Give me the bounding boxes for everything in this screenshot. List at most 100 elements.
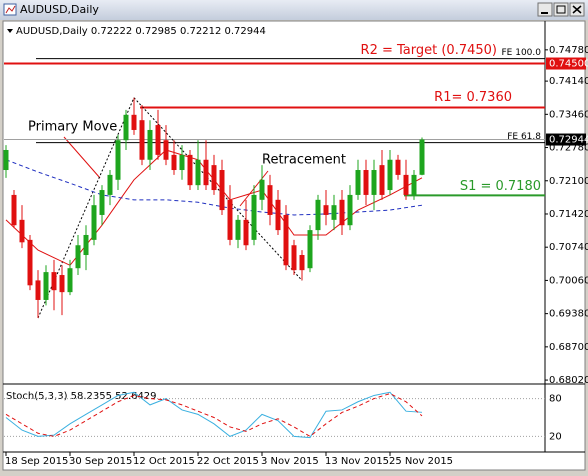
restore-button[interactable] <box>553 2 569 17</box>
candle-body <box>211 165 217 191</box>
y-tick-label: 0.68020 <box>549 375 588 386</box>
x-tick-label: 22 Oct 2015 <box>197 456 259 467</box>
candle-body <box>291 245 297 271</box>
candle-body <box>203 159 209 186</box>
x-tick-label: 13 Nov 2015 <box>325 456 389 467</box>
y-tick-label: 0.73460 <box>549 109 588 120</box>
candle-body <box>371 170 377 195</box>
candle-body <box>235 219 241 240</box>
candle-body <box>243 219 249 246</box>
annotation: Primary Move <box>28 120 117 135</box>
candle-body <box>195 159 201 186</box>
candle-body <box>123 114 129 141</box>
candle-body <box>355 170 361 195</box>
y-tick-label: 0.69380 <box>549 309 588 320</box>
y-tick-label: 0.68700 <box>549 342 588 353</box>
x-tick-label: 18 Sep 2015 <box>5 456 68 467</box>
y-tick-label: 20 <box>549 431 562 442</box>
candle-body <box>219 170 225 211</box>
candle-body <box>251 194 257 240</box>
candle-body <box>387 159 393 191</box>
candle-body <box>99 190 105 215</box>
candle-body <box>331 205 337 220</box>
y-tick-label: 0.71420 <box>549 209 588 220</box>
candle-body <box>163 140 169 160</box>
candle-body <box>315 199 321 231</box>
x-tick-label: 25 Nov 2015 <box>389 456 453 467</box>
candle-body <box>323 205 329 215</box>
title-bar <box>0 0 588 20</box>
window-title: AUDUSD,Daily <box>20 3 99 16</box>
y-tick-label: 0.72780 <box>549 143 588 154</box>
candle-body <box>11 194 17 226</box>
candle-body <box>155 125 161 155</box>
y-tick-label: 0.70740 <box>549 242 588 253</box>
minimize-button[interactable] <box>537 2 553 17</box>
chart-header: AUDUSD,Daily 0.72222 0.72985 0.72212 0.7… <box>16 26 266 37</box>
header-triangle <box>7 29 13 33</box>
candle-body <box>139 120 145 160</box>
level-text: FE 100.0 <box>502 48 542 58</box>
level-label: 0.72944 <box>549 135 588 146</box>
candle-body <box>267 185 273 215</box>
candle-body <box>259 179 265 200</box>
candle-body <box>51 272 57 291</box>
stochastic-line <box>5 393 423 438</box>
candle-body <box>339 199 345 226</box>
candle-body <box>419 139 425 175</box>
candle-body <box>67 268 73 293</box>
candle-body <box>363 170 369 195</box>
candle-body <box>59 275 65 293</box>
y-tick-label: 0.72100 <box>549 176 588 187</box>
close-glyph <box>572 5 582 14</box>
candle-body <box>3 149 9 171</box>
candle-body <box>131 114 137 130</box>
candle-body <box>395 159 401 175</box>
y-tick-label: 0.74780 <box>549 45 588 56</box>
level-label: 0.74500 <box>549 59 588 70</box>
candle-body <box>83 234 89 256</box>
candle-body <box>275 199 281 231</box>
candle-body <box>19 219 25 243</box>
window-icon-glyph <box>5 5 16 14</box>
x-tick-label: 30 Sep 2015 <box>69 456 132 467</box>
level-text: R2 = Target (0.7450) <box>361 43 497 58</box>
level-label-bg <box>546 57 586 70</box>
annotation: Retracement <box>262 153 346 168</box>
candle-body <box>171 154 177 171</box>
candle-body <box>403 174 409 195</box>
candle-body <box>179 154 185 171</box>
level-text: R1= 0.7360 <box>434 90 512 105</box>
moving-average <box>5 159 423 216</box>
restore-glyph <box>556 5 566 14</box>
candle-body <box>27 239 33 286</box>
candle-body <box>147 129 153 160</box>
candle-body <box>307 230 313 269</box>
trendline <box>133 97 303 281</box>
candle-body <box>115 140 121 180</box>
y-tick-label: 0.74140 <box>549 76 588 87</box>
level-label-bg <box>546 133 586 146</box>
candle-body <box>283 214 289 266</box>
stochastic-line <box>5 391 423 439</box>
candle-body <box>187 154 193 186</box>
level-text: S1 = 0.7180 <box>460 179 541 194</box>
candle-body <box>91 205 97 240</box>
indicator-title: Stoch(5,3,3) 58.2355 52.6429 <box>6 391 157 402</box>
annotation-connector <box>63 136 101 179</box>
candle-body <box>75 245 81 269</box>
candle-body <box>107 174 113 195</box>
candle-body <box>227 199 233 240</box>
candle-body <box>347 194 353 226</box>
candle-body <box>379 165 385 195</box>
level-text: FE 61.8 <box>507 132 541 142</box>
y-tick-label: 0.70060 <box>549 275 588 286</box>
candle-body <box>43 272 49 300</box>
candle-body <box>411 174 417 195</box>
x-tick-label: 12 Oct 2015 <box>133 456 195 467</box>
candle-body <box>299 255 305 271</box>
candle-body <box>35 280 41 300</box>
x-tick-label: 3 Nov 2015 <box>261 456 319 467</box>
